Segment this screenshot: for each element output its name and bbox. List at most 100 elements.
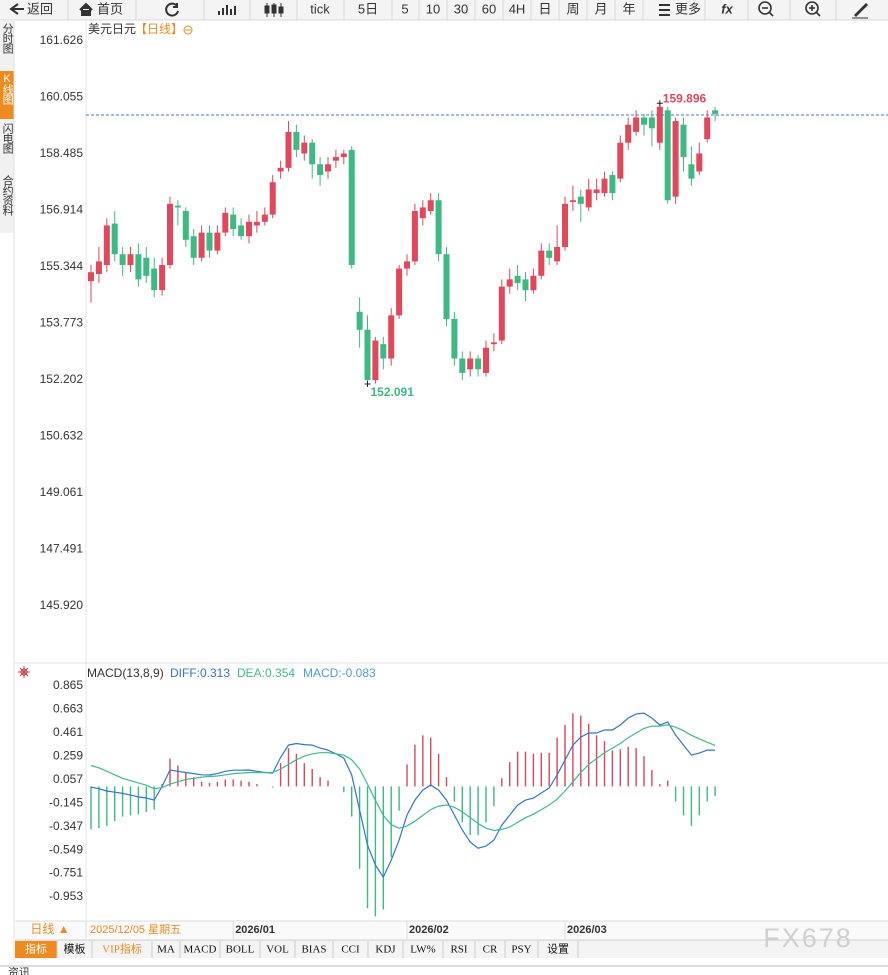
indicator-tab[interactable]: VOL: [266, 944, 289, 956]
side-tab[interactable]: K线图: [1, 73, 14, 106]
candle-body: [467, 358, 474, 370]
panel-title: MACD(13,8,9): [87, 666, 164, 680]
indicator-tab[interactable]: BOLL: [226, 944, 255, 956]
toolbar-button[interactable]: tick: [310, 1, 330, 16]
toolbar: [0, 0, 888, 20]
period-button[interactable]: 日线 ▲: [30, 922, 69, 936]
toolbar-button[interactable]: 年: [622, 1, 635, 16]
candle-body: [475, 358, 482, 370]
indicator-tab[interactable]: MACD: [183, 944, 216, 956]
candle-body: [712, 110, 719, 114]
indicator-tab[interactable]: 指标: [25, 942, 47, 956]
indicator-tab[interactable]: MA: [157, 944, 175, 956]
candle-body: [538, 250, 545, 276]
y-tick-label: 160.055: [40, 90, 84, 104]
candle-body: [325, 164, 331, 172]
more-icon[interactable]: [659, 4, 670, 16]
indicator-tab[interactable]: PSY: [511, 944, 531, 956]
candle-body: [111, 223, 118, 255]
candle-body: [143, 257, 150, 276]
y-tick-label: 145.920: [40, 598, 84, 612]
candle-body: [269, 182, 276, 215]
candle-body: [206, 232, 213, 251]
toolbar-button[interactable]: 日: [538, 1, 551, 16]
toolbar-button[interactable]: 返回: [27, 1, 53, 16]
indicator-tab[interactable]: CCI: [341, 944, 360, 956]
candle-body: [680, 124, 687, 158]
candle-body: [246, 221, 252, 237]
toolbar-button[interactable]: fx: [721, 1, 733, 16]
refresh-icon[interactable]: [165, 2, 179, 17]
y-tick-label: 149.061: [40, 485, 84, 499]
draw-icon[interactable]: [854, 3, 868, 17]
candle-body: [601, 178, 608, 194]
indicator-tab[interactable]: LW%: [410, 944, 435, 956]
candle-body: [483, 347, 489, 373]
toolbar-button[interactable]: 首页: [97, 1, 123, 16]
candle-body: [664, 110, 671, 201]
y-tick-label: 161.626: [40, 33, 84, 47]
back-icon[interactable]: [9, 3, 24, 15]
collapse-icon[interactable]: [183, 25, 193, 35]
candle-body: [127, 254, 134, 265]
indicator-tab[interactable]: CR: [483, 944, 498, 956]
y-tick-label: 155.344: [40, 259, 84, 273]
candle-body: [411, 211, 418, 262]
x-tick-label: 2026/03: [567, 924, 607, 936]
candle-body: [688, 164, 695, 179]
toolbar-button[interactable]: 5: [401, 1, 408, 16]
side-tab[interactable]: 分时图: [1, 23, 14, 55]
chart-icon[interactable]: [218, 5, 236, 15]
toolbar-button[interactable]: 10: [426, 1, 440, 16]
candle-body: [159, 264, 166, 291]
indicator-tabs: [15, 940, 888, 958]
home-icon[interactable]: [79, 2, 93, 16]
zoom-out-icon[interactable]: [758, 1, 774, 17]
candle-body: [451, 318, 458, 359]
candle-body: [554, 247, 561, 262]
indicator-tab[interactable]: 设置: [547, 943, 569, 956]
candle-body: [214, 232, 221, 251]
settings-icon[interactable]: [18, 666, 30, 678]
indicator-tab[interactable]: 模板: [64, 942, 86, 956]
toolbar-button[interactable]: 30: [454, 1, 468, 16]
indicator-tab[interactable]: VIP指标: [102, 942, 142, 956]
side-tab[interactable]: 闪电图: [1, 122, 14, 155]
candle-body: [593, 189, 600, 194]
candle-body: [577, 196, 584, 204]
side-tab[interactable]: 合约资料: [1, 174, 14, 217]
high-marker: [656, 100, 663, 107]
candle-body: [617, 142, 624, 179]
legend-entry: MACD:-0.083: [303, 666, 376, 680]
y-tick-label: 158.485: [40, 146, 84, 160]
candle-body: [530, 275, 537, 291]
zoom-in-icon[interactable]: [805, 1, 821, 17]
toolbar-button[interactable]: 4H: [509, 1, 526, 16]
candle-body: [648, 117, 655, 129]
toolbar-button[interactable]: 月: [594, 1, 607, 16]
footer-tab[interactable]: 资讯: [8, 966, 30, 975]
toolbar-button[interactable]: 5日: [358, 1, 378, 16]
y-tick-label: 153.773: [40, 316, 84, 330]
candle-body: [443, 254, 450, 319]
candle-body: [372, 340, 379, 381]
candle-body: [222, 212, 229, 233]
low-marker: [364, 381, 371, 388]
candle-body: [151, 268, 158, 291]
toolbar-button[interactable]: 周: [566, 1, 579, 16]
candle-body: [167, 203, 173, 265]
indicator-tab[interactable]: BIAS: [301, 944, 326, 956]
chart-title: 美元日元: [88, 22, 136, 36]
x-tick-label: 2026/02: [409, 924, 449, 936]
candle-body: [119, 254, 126, 265]
low-label: 152.091: [371, 385, 415, 399]
candle-body: [656, 106, 663, 143]
candle-icon[interactable]: [264, 3, 284, 17]
candle-body: [277, 167, 284, 172]
candle-body: [285, 131, 292, 168]
toolbar-button[interactable]: 60: [482, 1, 496, 16]
toolbar-button[interactable]: 更多: [675, 1, 701, 16]
candle-body: [435, 200, 442, 255]
indicator-tab[interactable]: KDJ: [375, 944, 396, 956]
indicator-tab[interactable]: RSI: [450, 944, 467, 956]
